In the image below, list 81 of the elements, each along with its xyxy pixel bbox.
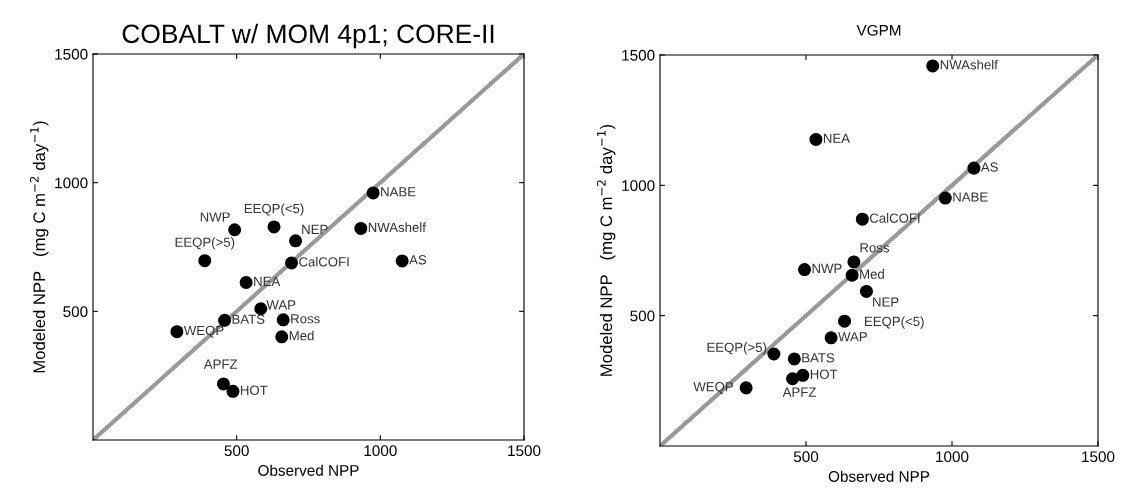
x-axis-title: Observed NPP [258,464,359,476]
annotation: BATS [802,353,835,363]
annotation: AS [409,255,427,265]
annotation: NEA [823,133,850,143]
annotation: WEQP [183,325,224,338]
annotation: Med [289,330,314,341]
point [787,352,801,366]
point [285,256,299,270]
y-tick-label: 500 [63,306,88,318]
point [239,276,253,290]
annotation: NWAshelf [940,59,998,70]
point [938,191,952,205]
point [170,325,184,339]
x-tick-label: 1000 [364,445,397,457]
x-tick-label: 500 [224,445,249,457]
annotation: EEQP(<5) [865,316,924,329]
annotation: AS [980,162,998,172]
point [847,255,861,269]
annotation: NWAshelf [368,222,426,233]
y-tick-label: 1000 [622,180,655,192]
annotation: NWP [812,263,842,273]
point [354,221,368,235]
annotation: WAP [838,332,867,342]
point [926,59,940,73]
annotation: APFZ [782,387,816,397]
point [786,372,800,386]
annotation: APFZ [203,359,238,369]
y-axis-title: Modeled NPP (mg C m$^{−2}$ day$^{−1}$) [596,124,616,376]
y-tick-label: 1000 [55,177,88,189]
point [739,381,753,395]
point [767,347,781,361]
annotation: CalCOFI [869,213,920,223]
point [809,132,823,146]
point [226,384,240,398]
annotation: NEP [873,297,899,307]
x-tick-label: 1500 [1082,451,1115,463]
annotation: NEA [254,276,281,286]
annotation: CalCOFI [299,256,349,267]
chart-title: VGPM [856,24,901,36]
point [796,368,810,382]
point [798,263,812,277]
x-tick-label: 1000 [936,451,969,463]
point [267,220,281,234]
point [218,313,232,327]
point [198,254,212,268]
annotation: WAP [266,300,296,310]
point [859,284,873,298]
annotation: Ross [860,243,890,253]
point [276,313,290,327]
point [824,331,838,345]
annotation: BATS [232,314,265,324]
y-tick-label: 1500 [622,49,655,61]
annotation: HOT [240,385,268,395]
annotation: NEP [302,224,328,234]
point [845,268,859,282]
annotation: NABE [381,187,416,197]
chart-title: COBALT w/ MOM 4p1; CORE-II [122,23,494,49]
point [967,161,981,175]
x-tick-label: 500 [793,451,819,463]
point [228,223,242,237]
point [275,330,289,344]
annotation: Med [860,269,884,279]
annotation: NWP [200,212,230,222]
y-tick-label: 500 [630,310,655,322]
y-axis-title: Modeled NPP (mg C m$^{−2}$ day$^{−1}$) [29,121,49,373]
x-axis-title: Observed NPP [828,470,930,482]
point [289,234,303,248]
point [216,377,230,391]
point [838,314,852,328]
x-tick-label: 1500 [508,445,541,457]
point [855,212,869,226]
point [366,186,380,200]
annotation: WEQP [693,382,733,394]
annotation: EEQP(<5) [244,203,304,216]
y-tick-label: 1500 [55,48,88,60]
annotation: NABE [953,192,988,202]
annotation: EEQP(>5) [707,342,767,355]
annotation: HOT [810,369,838,379]
annotation: Ross [291,314,320,324]
annotation: EEQP(>5) [175,237,235,250]
point [395,254,409,268]
